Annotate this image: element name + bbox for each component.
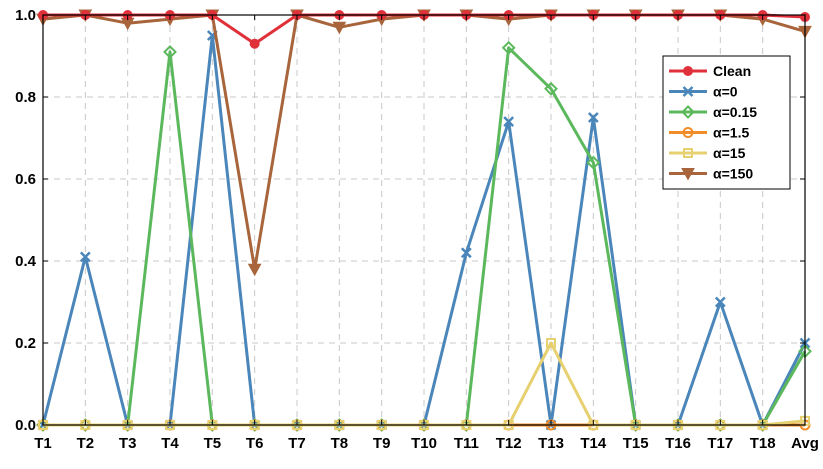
- x-tick-label: T15: [623, 435, 649, 452]
- x-tick-label: T7: [288, 435, 306, 452]
- y-tick-label: 0.8: [15, 89, 36, 106]
- y-tick-label: 0.6: [15, 171, 36, 188]
- legend-box: [662, 55, 791, 190]
- legend-label: α=0: [713, 84, 738, 100]
- x-tick-label: T9: [373, 435, 391, 452]
- series-point: [544, 81, 558, 96]
- x-tick-label: T6: [246, 435, 264, 452]
- legend-label: α=1.5: [713, 125, 749, 141]
- x-tick-label: T14: [580, 435, 607, 452]
- x-tick-label: T3: [119, 435, 137, 452]
- x-tick-label: T11: [454, 435, 479, 452]
- y-tick-label: 0.0: [15, 417, 36, 434]
- x-tick-label: T1: [34, 435, 52, 452]
- series-point: [249, 38, 260, 49]
- series-point: [503, 116, 515, 127]
- axes: T1 T2 T3 T4 T5 T6 T7 T8 T9 T10 T11 T12 T13 T14 T15 T16 T…: [15, 7, 819, 452]
- legend-marker: [681, 105, 695, 119]
- legend: Clean α=0 α=0.15 α=1.5 α=15 α=150: [662, 55, 791, 190]
- x-tick-label: T13: [538, 435, 564, 452]
- legend-label: α=15: [713, 145, 746, 161]
- x-tick-label: T8: [331, 435, 349, 452]
- series-point: [79, 251, 91, 263]
- legend-marker: [681, 168, 695, 181]
- x-tick-label: T2: [77, 435, 95, 452]
- legend-label: α=150: [713, 166, 753, 182]
- x-tick-label: T5: [204, 435, 222, 452]
- series-point: [163, 44, 177, 59]
- legend-marker: [682, 86, 694, 97]
- legend-marker: [682, 127, 694, 138]
- series-point: [501, 40, 516, 55]
- series-point: [332, 21, 347, 35]
- series-point: [587, 112, 599, 123]
- series-point: [546, 338, 556, 348]
- x-tick-label: T16: [665, 435, 691, 452]
- series-point: [586, 155, 601, 170]
- x-tick-label: Avg: [791, 435, 819, 452]
- legend-marker: [683, 148, 693, 158]
- legend-label: Clean: [713, 63, 751, 79]
- x-tick-label: T4: [161, 435, 179, 452]
- legend-marker: [683, 66, 693, 76]
- series-point: [460, 247, 472, 259]
- y-tick-label: 0.4: [15, 253, 37, 270]
- series-point: [247, 263, 262, 277]
- y-tick-label: 1.0: [15, 7, 36, 24]
- x-tick-label: T12: [496, 435, 522, 452]
- y-tick-label: 0.2: [15, 335, 36, 352]
- legend-label: α=0.15: [713, 104, 757, 120]
- x-tick-label: T10: [411, 435, 437, 452]
- series-point: [714, 296, 726, 308]
- x-tick-label: T18: [750, 435, 776, 452]
- x-tick-label: T17: [707, 435, 733, 452]
